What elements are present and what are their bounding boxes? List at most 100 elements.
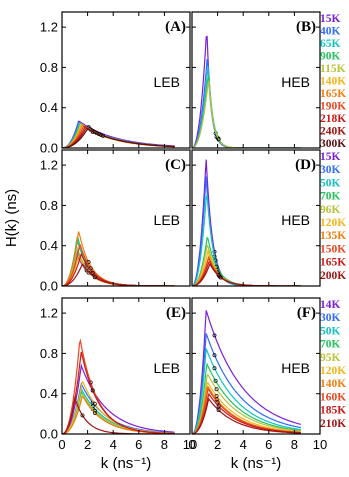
- panel-D-label: (D): [295, 157, 316, 173]
- panel-A: 0.0 0.4 0.8 1.2 (A) LEB: [40, 11, 191, 156]
- legend-entry-30K: 30K: [320, 312, 341, 324]
- legend-entry-165K: 165K: [320, 257, 346, 269]
- panel-B-series-115K: [192, 80, 301, 148]
- legend-entry-30K: 30K: [320, 164, 341, 176]
- legend-entry-160K: 160K: [320, 391, 346, 403]
- legend-entry-135K: 135K: [320, 230, 346, 242]
- panel-E-annotation: LEB: [154, 360, 180, 376]
- panel-F-marker-160K: [215, 400, 220, 405]
- panel-F-marker-70K: [213, 378, 218, 383]
- panel-F-marker-30K: [212, 353, 217, 358]
- panel-C-ytick-label: 0.0: [40, 279, 58, 294]
- legend-entry-50K: 50K: [320, 177, 341, 189]
- panel-E-ytick-label: 1.2: [40, 306, 58, 321]
- panel-F-xtick-label: 10: [313, 437, 327, 452]
- panel-C-frame: [61, 149, 191, 287]
- panel-C-label: (C): [165, 157, 186, 173]
- panel-A-frame: [61, 11, 191, 149]
- panel-D: (D) HEB: [191, 149, 321, 287]
- legend-entry-14K: 14K: [320, 299, 341, 311]
- panel-F-xtick-label: 6: [265, 437, 272, 452]
- panel-E-ytick-label: 0.4: [40, 386, 58, 401]
- panel-C-series-96K: [62, 246, 175, 286]
- panel-F-series-210K: [192, 397, 301, 434]
- panel-A-curves: [62, 120, 175, 148]
- panel-C-ytick-label: 0.4: [40, 238, 58, 253]
- panel-E-curves: [62, 338, 175, 434]
- panel-D-series-200K: [192, 263, 301, 286]
- panel-A-series-300K: [62, 128, 175, 148]
- panel-E-xtick-label: 2: [84, 437, 91, 452]
- legend-entry-140K: 140K: [320, 76, 346, 88]
- panel-F-annotation: HEB: [281, 360, 310, 376]
- panel-A-ytick-label: 0.0: [40, 141, 58, 156]
- panel-E-series-185K: [62, 351, 175, 434]
- legend-entry-15K: 15K: [320, 13, 341, 25]
- panel-D-series-135K: [192, 254, 301, 286]
- panel-C: 0.0 0.4 0.8 1.2 (C) LEB: [40, 149, 191, 294]
- panel-E-frame: [61, 297, 191, 435]
- legend-entry-15K: 15K: [320, 151, 341, 163]
- panel-F-series-30K: [192, 333, 301, 434]
- panel-F-series-70K: [192, 362, 301, 434]
- panel-B-label: (B): [296, 19, 316, 35]
- panel-D-marker-165K: [217, 274, 222, 279]
- legend-entry-218K: 218K: [320, 113, 346, 125]
- y-axis-label: H(k) (ns): [3, 189, 20, 247]
- panel-F-xtick-label: 0: [188, 437, 195, 452]
- panel-F-series-14K: [192, 310, 301, 434]
- legend-entry-120K: 120K: [320, 365, 346, 377]
- legend-entry-95K: 95K: [320, 352, 341, 364]
- panel-F-marker-210K: [216, 408, 221, 413]
- legend-entry-190K: 190K: [320, 101, 346, 113]
- legend-entry-70K: 70K: [320, 191, 341, 203]
- panel-F-xtick-label: 4: [240, 437, 247, 452]
- panel-F-marker-185K: [216, 404, 221, 409]
- panel-A-ytick-label: 0.8: [40, 60, 58, 75]
- panel-B: (B) HEB: [191, 11, 321, 149]
- panel-E-label: (E): [166, 305, 186, 321]
- panel-E-series-14K: [62, 363, 175, 434]
- panel-E-marker-185K: [90, 388, 95, 393]
- panel-F-series-50K: [192, 348, 301, 434]
- panel-E-marker-120K: [92, 401, 97, 406]
- panel-C-series-150K: [62, 244, 175, 286]
- panel-C-marker-120K: [86, 270, 91, 275]
- legend-entry-70K: 70K: [320, 339, 341, 351]
- legend-entry-200K: 200K: [320, 270, 346, 282]
- panel-A-annotation: LEB: [154, 74, 180, 90]
- legend-entry-40K: 40K: [320, 26, 341, 38]
- panel-C-ytick-label: 1.2: [40, 158, 58, 173]
- panel-F-frame: [191, 297, 321, 435]
- legend-entry-165K: 165K: [320, 88, 346, 100]
- panel-A-ytick-label: 1.2: [40, 20, 58, 35]
- panel-C-marker-165K: [90, 270, 95, 275]
- panel-D-marker-200K: [218, 275, 223, 280]
- legend-entry-96K: 96K: [320, 204, 341, 216]
- panel-C-curves: [62, 231, 175, 286]
- panel-E-marker-140K: [92, 410, 97, 415]
- legend-entry-150K: 150K: [320, 243, 346, 255]
- panel-F-series-95K: [192, 373, 301, 434]
- panel-B-curves: [192, 35, 301, 148]
- panel-E-marker-210K: [80, 413, 85, 418]
- panel-E-ytick-label: 0.0: [40, 427, 58, 442]
- panel-D-series-30K: [192, 176, 301, 286]
- legend-entry-120K: 120K: [320, 217, 346, 229]
- panel-E-xtick-label: 4: [110, 437, 117, 452]
- panel-F-marker-14K: [212, 333, 217, 338]
- panel-C-series-200K: [62, 263, 175, 286]
- legend-entry-140K: 140K: [320, 378, 346, 390]
- panel-E: 0.0 0.4 0.8 1.2 0 2 4 6 8 10 (E) LEB: [40, 297, 197, 452]
- legend-entry-90K: 90K: [320, 51, 341, 63]
- panel-F-series-120K: [192, 381, 301, 434]
- legend-entry-65K: 65K: [320, 38, 341, 50]
- panel-E-series-160K: [62, 338, 175, 434]
- panel-E-xtick-label: 0: [58, 437, 65, 452]
- panel-F-marker-50K: [212, 366, 217, 371]
- panel-C-annotation: LEB: [154, 212, 180, 228]
- panel-E-series-210K: [62, 395, 175, 434]
- panel-E-ytick-label: 0.8: [40, 346, 58, 361]
